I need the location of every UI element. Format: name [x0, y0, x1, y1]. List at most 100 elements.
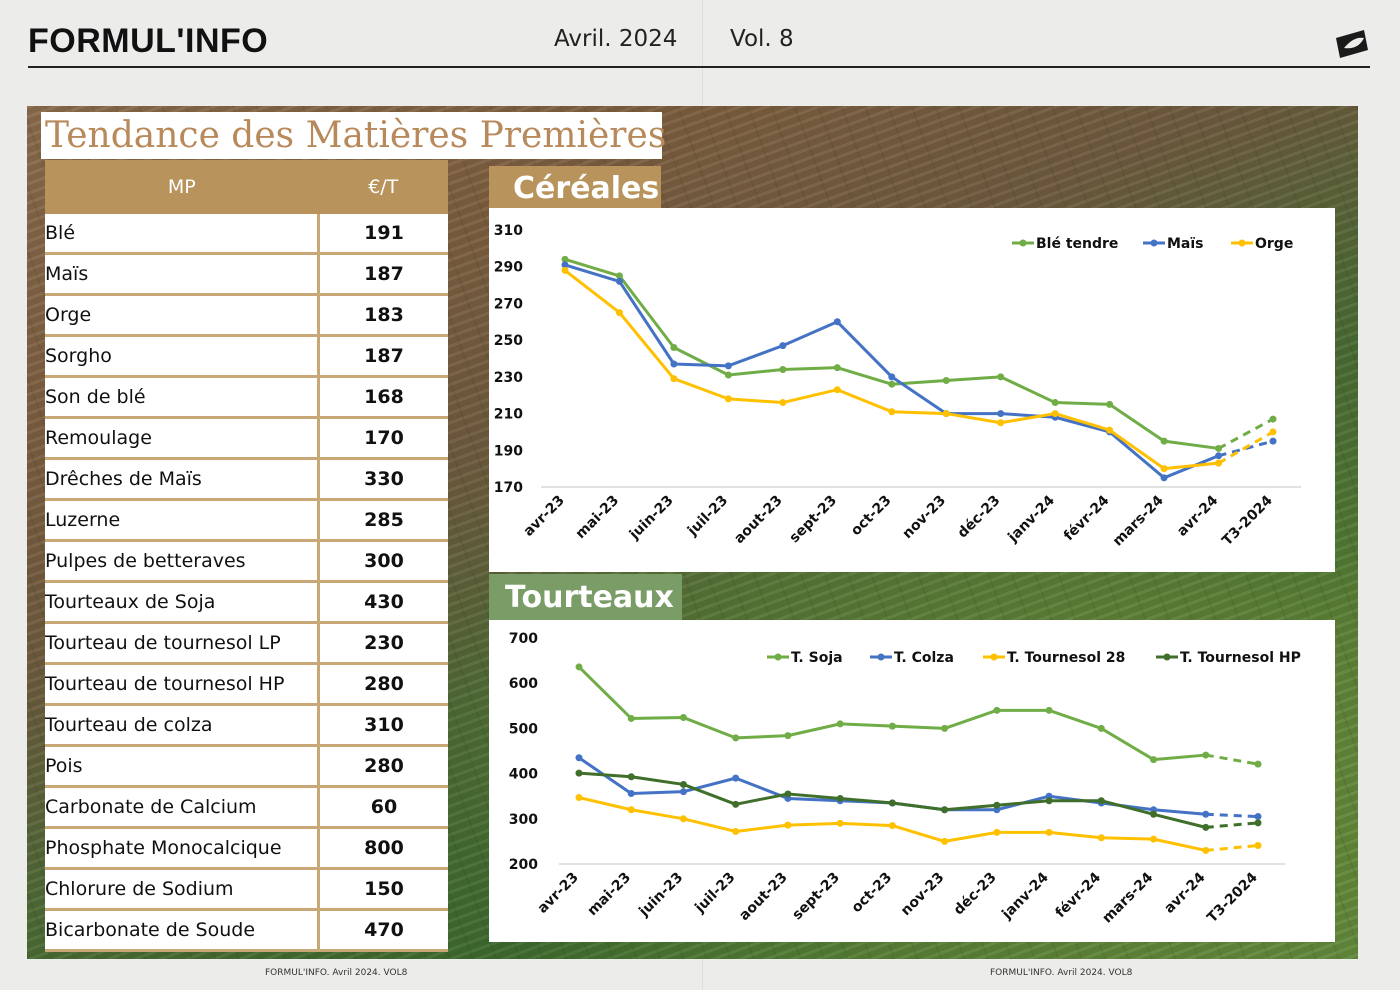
data-point [942, 410, 950, 418]
x-tick-label: T3-2024 [1219, 492, 1276, 549]
table-row: Sorgho 187 [45, 335, 448, 378]
data-point [627, 773, 635, 781]
material-name: Orge [45, 294, 320, 337]
material-name: Blé [45, 214, 320, 255]
y-tick-label: 500 [509, 721, 538, 737]
table-row: Tourteau de colza 310 [45, 704, 448, 747]
material-price: 150 [318, 868, 448, 911]
data-point [888, 799, 896, 807]
data-point [1045, 706, 1053, 714]
x-tick-label: mars-24 [1099, 869, 1156, 926]
footer-right: FORMUL'INFO. Avril 2024. VOL8 [990, 968, 1133, 978]
data-point [888, 373, 896, 381]
data-point [679, 714, 687, 722]
data-point [779, 366, 787, 374]
legend-marker [1019, 239, 1027, 247]
legend-label: T. Tournesol HP [1180, 650, 1301, 666]
material-name: Tourteaux de Soja [45, 581, 320, 624]
table-row: Drêches de Maïs 330 [45, 458, 448, 501]
masthead-logo: FORMUL'INFO [28, 22, 269, 60]
series-projection-line [1205, 843, 1259, 852]
data-point [732, 734, 740, 742]
material-name: Tourteau de tournesol HP [45, 663, 320, 706]
section-title-cereales: Céréales [489, 166, 661, 208]
data-point [836, 720, 844, 728]
table-row: Orge 183 [45, 294, 448, 337]
legend-label: Blé tendre [1036, 236, 1118, 252]
data-point [627, 789, 635, 797]
data-point [1202, 810, 1210, 818]
data-point [833, 318, 841, 326]
data-point [1254, 841, 1262, 849]
y-tick-label: 230 [494, 370, 523, 386]
table-row: Carbonate de Calcium 60 [45, 786, 448, 829]
data-point [670, 375, 678, 383]
footer-left: FORMUL'INFO. Avril 2024. VOL8 [265, 968, 408, 978]
data-point [1106, 400, 1114, 408]
material-name: Bicarbonate de Soude [45, 909, 320, 952]
data-point [779, 342, 787, 350]
data-point [724, 371, 732, 379]
legend-marker [990, 653, 998, 661]
x-tick-label: oct-23 [849, 870, 896, 917]
data-point [1215, 452, 1223, 460]
x-tick-label: oct-23 [848, 493, 895, 540]
table-row: Tourteaux de Soja 430 [45, 581, 448, 624]
legend-marker [1238, 239, 1246, 247]
data-point [836, 794, 844, 802]
material-name: Chlorure de Sodium [45, 868, 320, 911]
x-tick-label: mars-24 [1110, 492, 1167, 549]
y-tick-label: 270 [494, 296, 523, 312]
x-tick-label: sept-23 [789, 870, 843, 924]
data-point [1045, 797, 1053, 805]
data-point [615, 309, 623, 317]
material-name: Remoulage [45, 417, 320, 460]
material-name: Phosphate Monocalcique [45, 827, 320, 870]
y-tick-label: 700 [509, 631, 538, 647]
material-price: 470 [318, 909, 448, 952]
table-row: Remoulage 170 [45, 417, 448, 460]
table-row: Chlorure de Sodium 150 [45, 868, 448, 911]
x-tick-label: mai-23 [584, 870, 634, 920]
data-point [679, 815, 687, 823]
data-point [561, 255, 569, 263]
series-line [564, 263, 1220, 480]
material-name: Tourteau de colza [45, 704, 320, 747]
table-row: Maïs 187 [45, 253, 448, 296]
data-point [993, 706, 1001, 714]
data-point [732, 774, 740, 782]
data-point [779, 399, 787, 407]
column-header-mp: MP [45, 160, 319, 214]
series-line [564, 269, 1219, 471]
material-price: 285 [318, 499, 448, 542]
data-point [670, 343, 678, 351]
material-name: Pulpes de betteraves [45, 540, 320, 583]
material-name: Pois [45, 745, 320, 788]
material-price: 280 [318, 745, 448, 788]
legend-label: T. Soja [791, 650, 843, 666]
data-point [833, 386, 841, 394]
data-point [1150, 810, 1158, 818]
data-point [724, 395, 732, 403]
material-price: 330 [318, 458, 448, 501]
data-point [575, 754, 583, 762]
chart-cereales-svg: 170 190 210 230 250 270 290 310 avr-23 mai-23 juin… [494, 223, 1301, 549]
y-tick-label: 290 [494, 260, 523, 276]
x-tick-label: févr-24 [1061, 492, 1113, 544]
data-point [561, 266, 569, 274]
data-point [1202, 846, 1210, 854]
issue-date: Avril. 2024 [554, 26, 678, 52]
page-title: Tendance des Matières Premières [41, 112, 666, 159]
data-point [1160, 474, 1168, 482]
material-name: Sorgho [45, 335, 320, 378]
data-point [679, 780, 687, 788]
data-point [627, 714, 635, 722]
x-tick-label: avr-23 [535, 870, 582, 917]
data-point [997, 419, 1005, 427]
data-point [993, 801, 1001, 809]
material-price: 187 [318, 335, 448, 378]
x-tick-label: févr-24 [1053, 869, 1105, 921]
column-header-price: €/T [318, 160, 448, 214]
series-projection-line [1205, 753, 1259, 766]
y-tick-label: 300 [509, 812, 538, 828]
